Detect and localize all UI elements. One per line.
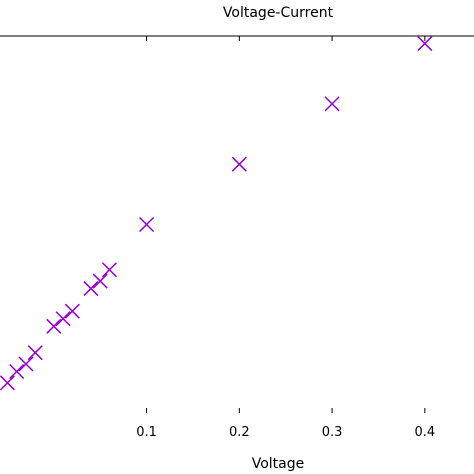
x-tick-label: 0.3 [322,425,343,440]
x-tick-label: 0.1 [136,425,157,440]
data-point [231,156,247,172]
chart-title: Voltage-Current [223,5,334,21]
data-point [92,273,108,289]
data-point [55,311,71,327]
data-point [64,303,80,319]
data-point [324,96,340,112]
x-ticks-bottom [146,408,426,413]
data-point [101,262,117,278]
data-point [139,216,155,233]
scatter-markers [0,36,433,391]
data-point [0,375,15,391]
x-tick-labels: 0.1 0.2 0.3 0.4 [136,425,435,440]
data-point [9,363,25,380]
data-point [18,356,34,372]
x-ticks-top [146,36,426,41]
data-point [83,281,99,297]
data-point [46,318,62,334]
data-point [417,36,433,52]
x-tick-label: 0.2 [229,425,250,440]
x-tick-label: 0.4 [414,425,435,440]
x-axis-label: Voltage [252,456,305,472]
data-point [27,345,43,361]
